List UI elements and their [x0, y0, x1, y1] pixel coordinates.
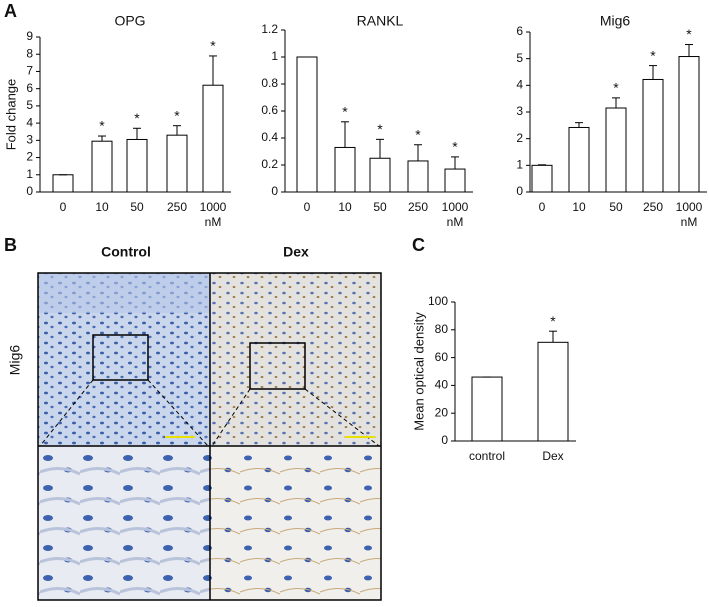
x-tick-label: 50: [373, 200, 387, 214]
y-tick-label: 2: [26, 150, 33, 164]
y-tick-label: 1: [271, 49, 278, 63]
column-header: Dex: [283, 244, 309, 260]
x-tick-label: control: [469, 449, 505, 463]
y-tick-label: 0.6: [261, 103, 278, 117]
y-tick-label: 20: [435, 405, 449, 419]
x-tick-label: 10: [338, 200, 352, 214]
bar: [531, 164, 553, 193]
x-tick-label: 0: [60, 200, 67, 214]
chart-title: Mig6: [600, 13, 631, 29]
significance-mark: *: [686, 26, 692, 42]
significance-mark: *: [377, 121, 383, 137]
bar: [568, 126, 590, 193]
bar: [334, 146, 356, 193]
y-tick-label: 0.8: [261, 76, 278, 90]
y-tick-label: 2: [516, 131, 523, 145]
y-tick-label: 0.2: [261, 157, 278, 171]
bar: [678, 56, 700, 193]
x-tick-label: 1000: [676, 200, 703, 214]
y-axis-label: Mean optical density: [411, 312, 426, 431]
x-tick-label: 250: [408, 200, 428, 214]
panel-label: C: [412, 235, 425, 255]
significance-mark: *: [550, 313, 556, 329]
bar: [202, 84, 224, 193]
bar: [296, 56, 318, 193]
y-tick-label: 3: [26, 133, 33, 147]
micrographs: [37, 272, 382, 601]
y-tick-label: 1: [26, 167, 33, 181]
x-unit: nM: [447, 215, 464, 229]
x-tick-label: 250: [643, 200, 663, 214]
x-tick-label: 0: [539, 200, 546, 214]
significance-mark: *: [99, 118, 105, 134]
y-tick-label: 1: [516, 158, 523, 172]
significance-mark: *: [134, 110, 140, 126]
panel-label: B: [4, 235, 17, 255]
significance-mark: *: [650, 47, 656, 63]
row-label: Mig6: [7, 345, 23, 376]
y-tick-label: 6: [26, 81, 33, 95]
chart-title: OPG: [114, 13, 145, 29]
y-tick-label: 80: [435, 322, 449, 336]
x-tick-label: 50: [609, 200, 623, 214]
y-tick-label: 100: [428, 294, 448, 308]
bar: [166, 134, 188, 193]
bar: [91, 140, 113, 193]
bar: [126, 138, 148, 193]
x-tick-label: Dex: [542, 449, 563, 463]
y-tick-label: 1.2: [261, 22, 278, 36]
y-tick-label: 7: [26, 64, 33, 78]
y-tick-label: 9: [26, 29, 33, 43]
bar: [471, 376, 503, 442]
y-axis-label: Fold change: [3, 79, 18, 151]
y-tick-label: 0: [271, 184, 278, 198]
significance-mark: *: [452, 139, 458, 155]
chart-title: RANKL: [357, 13, 404, 29]
y-tick-label: 0: [441, 433, 448, 447]
bar: [52, 174, 74, 193]
x-tick-label: 10: [95, 200, 109, 214]
column-header: Control: [101, 244, 151, 260]
bar: [444, 168, 466, 193]
bar: [407, 160, 429, 193]
significance-mark: *: [210, 38, 216, 54]
x-tick-label: 0: [304, 200, 311, 214]
bar: [605, 107, 627, 193]
significance-mark: *: [613, 80, 619, 96]
x-unit: nM: [205, 215, 222, 229]
significance-mark: *: [174, 107, 180, 123]
y-tick-label: 60: [435, 350, 449, 364]
bar: [537, 341, 569, 442]
x-tick-label: 1000: [442, 200, 469, 214]
y-tick-label: 4: [26, 115, 33, 129]
bar: [369, 157, 391, 193]
y-tick-label: 5: [26, 98, 33, 112]
x-unit: nM: [681, 215, 698, 229]
y-tick-label: 0: [26, 184, 33, 198]
y-tick-label: 3: [516, 104, 523, 118]
y-tick-label: 4: [516, 78, 523, 92]
significance-mark: *: [342, 104, 348, 120]
panel-label: A: [4, 1, 17, 21]
x-tick-label: 50: [130, 200, 144, 214]
x-tick-label: 250: [167, 200, 187, 214]
y-tick-label: 5: [516, 51, 523, 65]
x-tick-label: 10: [572, 200, 586, 214]
y-tick-label: 6: [516, 24, 523, 38]
y-tick-label: 0: [516, 184, 523, 198]
y-tick-label: 40: [435, 378, 449, 392]
significance-mark: *: [415, 126, 421, 142]
bar: [642, 78, 664, 193]
y-tick-label: 8: [26, 46, 33, 60]
y-tick-label: 0.4: [261, 130, 278, 144]
x-tick-label: 1000: [200, 200, 227, 214]
